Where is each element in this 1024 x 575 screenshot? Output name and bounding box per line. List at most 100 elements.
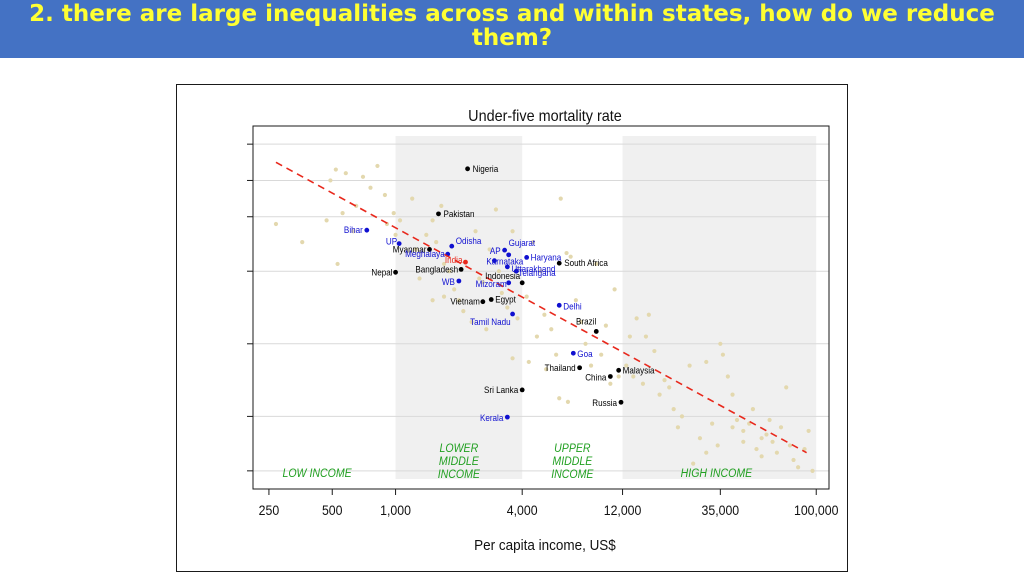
- country-point-63: [612, 287, 617, 292]
- country-point-34: [487, 247, 492, 252]
- label-nigeria: Nigeria: [473, 163, 499, 174]
- chart-frame: 250 500 1,000 4,000 12,000 35,000 100,000 Nige…: [176, 84, 848, 572]
- point-gujarat: [502, 247, 508, 253]
- country-point-84: [697, 436, 703, 441]
- point-karnataka: [491, 258, 497, 264]
- data-points: [273, 163, 815, 473]
- point-india: [463, 259, 468, 265]
- country-point-2: [324, 218, 329, 223]
- country-point-4: [333, 167, 338, 172]
- x-axis: 250 500 1,000 4,000 12,000 35,000 100,000: [259, 489, 838, 518]
- country-point-100: [770, 439, 775, 444]
- country-point-45: [526, 359, 531, 365]
- country-point-102: [778, 425, 784, 430]
- country-point-31: [477, 276, 482, 281]
- country-point-95: [750, 407, 756, 412]
- point-haryana: [524, 255, 530, 260]
- label-nepal: Nepal: [371, 267, 392, 278]
- label-sri-lanka: Sri Lanka: [484, 384, 518, 395]
- x-tick-label-6: 100,000: [794, 502, 838, 518]
- point-kerala: [504, 414, 510, 420]
- point-mizoram: [506, 280, 512, 286]
- country-point-96: [754, 446, 759, 452]
- country-point-43: [441, 294, 447, 299]
- country-point-32: [480, 279, 485, 285]
- country-point-61: [603, 323, 608, 328]
- country-point-41: [417, 276, 422, 281]
- country-point-75: [646, 312, 651, 317]
- country-point-110: [730, 425, 735, 430]
- country-point-64: [616, 374, 621, 379]
- country-point-46: [530, 240, 536, 245]
- label-uttarakhand: Uttarakhand: [511, 263, 555, 274]
- label-tamil-nadu: Tamil Nadu: [470, 317, 511, 328]
- plot-area-border: [252, 125, 830, 490]
- label-gujarat: Gujarat: [509, 238, 536, 249]
- label-up: UP: [386, 236, 398, 247]
- point-south-africa: [556, 260, 562, 266]
- country-point-18: [410, 196, 415, 201]
- label-malaysia: Malaysia: [623, 365, 655, 376]
- country-point-38: [505, 305, 510, 310]
- country-point-49: [542, 312, 547, 317]
- income-band-label-2-0: UPPER: [554, 442, 590, 455]
- label-ap: AP: [490, 245, 501, 256]
- country-point-26: [452, 287, 457, 292]
- country-point-103: [784, 385, 789, 390]
- country-point-7: [340, 211, 345, 216]
- point-uttarakhand: [504, 264, 510, 270]
- point-pakistan: [436, 211, 441, 217]
- country-point-25: [447, 269, 452, 274]
- country-point-11: [382, 192, 388, 198]
- country-point-33: [484, 327, 489, 332]
- income-band-label-1-2: INCOME: [438, 468, 481, 481]
- point-sri-lanka: [519, 387, 525, 393]
- country-point-82: [679, 414, 685, 419]
- label-thailand: Thailand: [545, 362, 576, 373]
- income-band-label-0-0: LOW INCOME: [282, 467, 352, 480]
- country-point-109: [810, 468, 815, 473]
- label-telangana: Telangana: [518, 268, 556, 279]
- income-band-label-2-1: MIDDLE: [552, 455, 592, 468]
- label-egypt: Egypt: [495, 294, 516, 305]
- point-delhi: [556, 302, 562, 308]
- country-point-39: [510, 229, 515, 234]
- country-point-98: [764, 432, 769, 437]
- country-point-62: [608, 381, 613, 386]
- label-bangladesh: Bangladesh: [415, 264, 458, 275]
- country-point-37: [499, 290, 504, 296]
- x-tick-label-0: 250: [259, 502, 280, 518]
- point-thailand: [577, 365, 583, 371]
- label-china: China: [585, 372, 606, 383]
- country-point-65: [557, 396, 562, 401]
- label-haryana: Haryana: [531, 252, 562, 263]
- label-south-africa: South Africa: [564, 258, 608, 269]
- point-labels: Nigeria Pakistan Myanmar Bangladesh Nepal Sou…: [344, 163, 655, 423]
- point-bihar: [364, 227, 370, 233]
- country-point-29: [469, 319, 474, 325]
- country-point-59: [594, 261, 599, 267]
- point-egypt: [488, 297, 494, 302]
- label-delhi: Delhi: [563, 301, 582, 312]
- x-tick-label-5: 35,000: [702, 502, 740, 518]
- country-point-99: [767, 417, 772, 423]
- country-point-89: [720, 352, 726, 357]
- label-odisha: Odisha: [456, 236, 482, 247]
- country-point-19: [413, 247, 419, 252]
- country-point-22: [434, 240, 439, 245]
- point-nigeria: [465, 166, 470, 172]
- country-point-76: [652, 348, 657, 354]
- income-band-label-1-0: LOWER: [440, 442, 479, 455]
- mortality-income-chart: 250 500 1,000 4,000 12,000 35,000 100,000 Nige…: [247, 107, 838, 554]
- country-point-88: [718, 341, 723, 346]
- label-indonesia: Indonesia: [485, 270, 520, 281]
- country-point-83: [687, 363, 692, 368]
- point-myanmar: [427, 247, 432, 252]
- country-point-114: [691, 461, 696, 466]
- label-goa: Goa: [577, 349, 593, 360]
- point-goa: [570, 350, 576, 356]
- country-point-24: [441, 261, 447, 267]
- country-point-108: [806, 428, 811, 434]
- x-tick-label-2: 1,000: [380, 502, 411, 518]
- country-point-106: [796, 465, 801, 470]
